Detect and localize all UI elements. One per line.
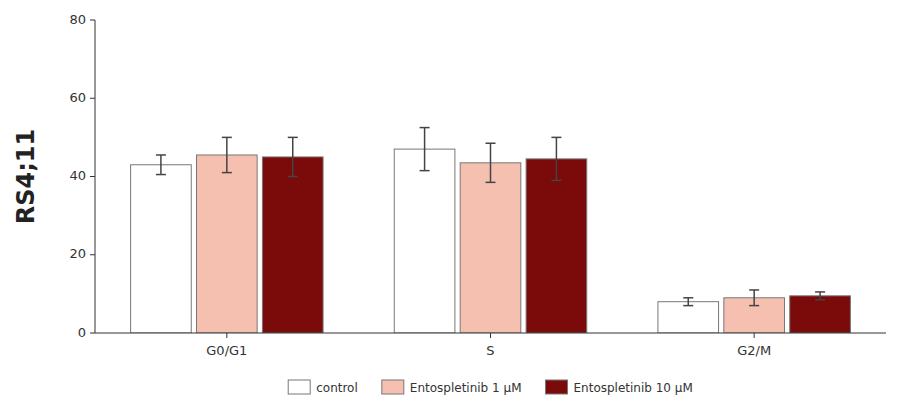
error-line — [683, 297, 693, 299]
error-line — [288, 176, 298, 178]
bar — [790, 296, 851, 333]
legend-swatch — [288, 380, 310, 394]
bar — [262, 157, 323, 333]
error-line — [749, 289, 759, 291]
x-tick — [754, 333, 755, 338]
error-line — [486, 142, 496, 144]
x-tick — [226, 333, 227, 338]
bar — [131, 165, 192, 333]
y-tick — [90, 20, 95, 21]
error-line — [222, 172, 232, 174]
x-tick-label: G0/G1 — [206, 343, 247, 358]
error-line — [551, 137, 561, 139]
error-line — [292, 137, 294, 176]
y-tick-label: 0 — [78, 325, 86, 340]
x-tick-label: S — [486, 343, 494, 358]
y-tick — [90, 254, 95, 255]
error-line — [815, 299, 825, 301]
legend-label: Entospletinib 1 μM — [410, 381, 522, 395]
error-bar — [420, 128, 430, 171]
y-tick-label: 20 — [69, 246, 86, 261]
x-tick — [490, 333, 491, 338]
bar — [394, 149, 455, 333]
y-axis-label: RS4;11 — [12, 129, 40, 224]
error-line — [424, 128, 426, 171]
y-tick-label: 60 — [69, 90, 86, 105]
error-bar — [683, 298, 693, 306]
error-line — [815, 291, 825, 293]
error-line — [420, 127, 430, 129]
y-tick-label: 40 — [69, 168, 86, 183]
error-line — [490, 143, 492, 182]
error-line — [683, 305, 693, 307]
error-line — [160, 155, 162, 175]
error-line — [486, 182, 496, 184]
error-line — [749, 305, 759, 307]
error-bar — [288, 137, 298, 176]
error-line — [819, 292, 821, 300]
bar — [658, 302, 719, 333]
legend-item: Entospletinib 1 μM — [382, 380, 522, 395]
error-bar — [156, 155, 166, 175]
legend-swatch — [382, 380, 404, 394]
error-line — [288, 137, 298, 139]
error-bar — [815, 292, 825, 300]
marks — [131, 128, 851, 333]
legend-label: Entospletinib 10 μM — [573, 381, 692, 395]
chart: 0 20 40 60 80 G0/G1 S G2/M RS4;11 control Entosple… — [0, 0, 911, 418]
y-tick-label: 80 — [69, 12, 86, 27]
error-line — [753, 290, 755, 306]
error-bar — [222, 137, 232, 172]
y-tick — [90, 98, 95, 99]
y-tick — [90, 176, 95, 177]
legend-item: control — [288, 380, 358, 395]
legend-label: control — [316, 381, 358, 395]
bar — [460, 163, 521, 333]
error-bar — [749, 290, 759, 306]
error-line — [551, 180, 561, 182]
legend: control Entospletinib 1 μM Entospletinib 1… — [288, 380, 693, 395]
error-line — [156, 174, 166, 176]
bar — [526, 159, 587, 333]
x-tick-label: G2/M — [737, 343, 771, 358]
legend-swatch — [545, 380, 567, 394]
error-line — [226, 137, 228, 172]
bar — [197, 155, 258, 333]
legend-item: Entospletinib 10 μM — [545, 380, 692, 395]
error-bar — [551, 137, 561, 180]
error-line — [688, 298, 690, 306]
error-line — [556, 137, 558, 180]
error-bar — [486, 143, 496, 182]
error-line — [420, 170, 430, 172]
error-line — [222, 137, 232, 139]
y-tick — [90, 333, 95, 334]
error-line — [156, 154, 166, 156]
